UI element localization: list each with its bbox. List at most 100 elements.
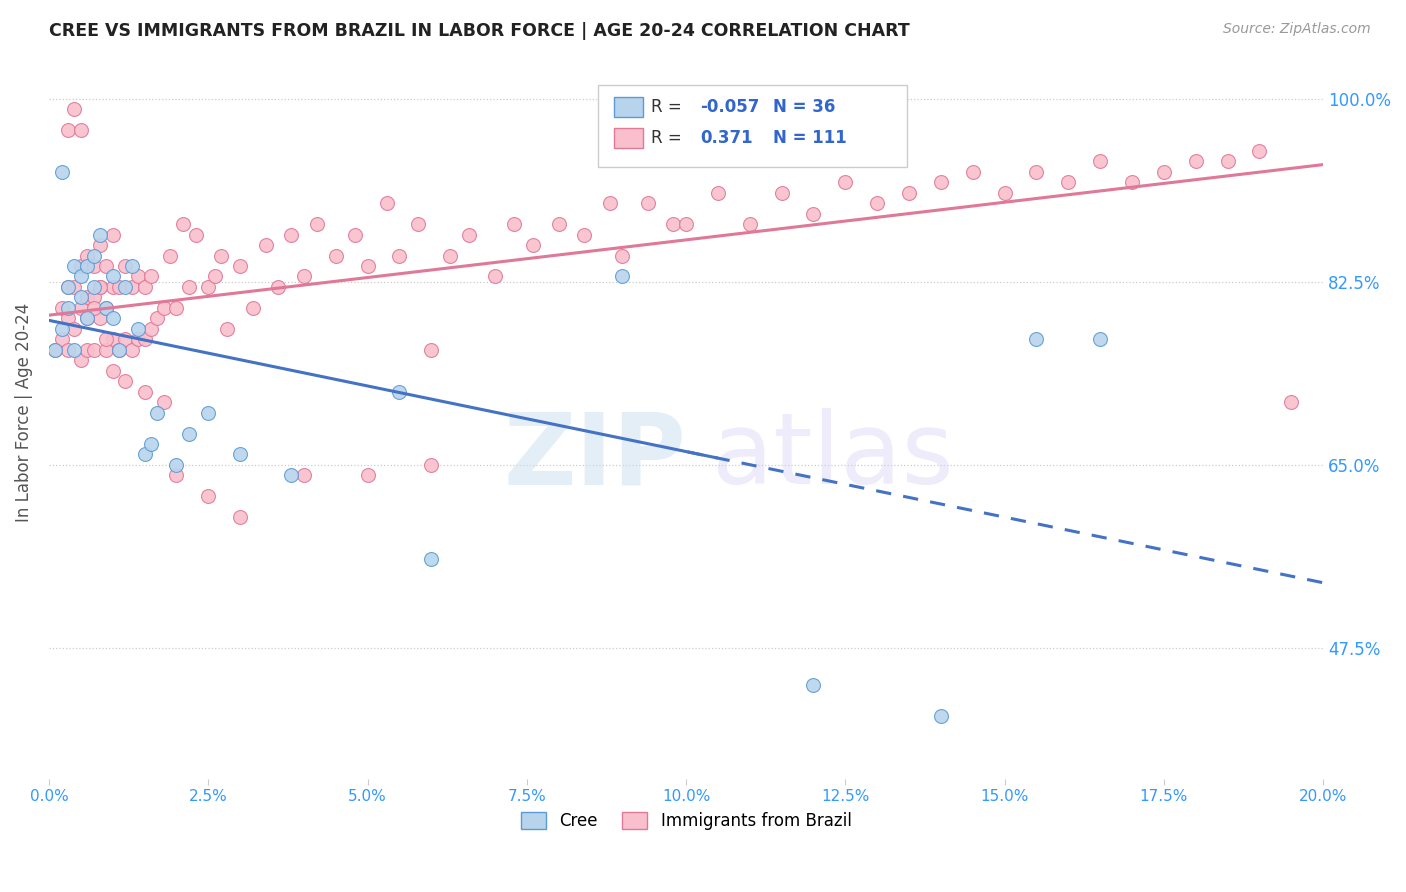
Point bbox=[305, 217, 328, 231]
Point bbox=[929, 175, 952, 189]
Point bbox=[63, 102, 86, 116]
Point bbox=[803, 207, 825, 221]
Point bbox=[1216, 154, 1239, 169]
Point bbox=[204, 269, 226, 284]
Point bbox=[637, 196, 659, 211]
Point bbox=[114, 374, 136, 388]
Point bbox=[83, 343, 105, 357]
Point bbox=[962, 165, 984, 179]
Point bbox=[738, 217, 761, 231]
Point bbox=[121, 259, 143, 273]
Point bbox=[994, 186, 1017, 200]
Point bbox=[76, 311, 98, 326]
Text: N = 36: N = 36 bbox=[773, 98, 835, 116]
Point bbox=[408, 217, 430, 231]
Point bbox=[356, 468, 378, 483]
Point bbox=[101, 311, 124, 326]
Point bbox=[612, 269, 634, 284]
Point bbox=[662, 217, 685, 231]
Point bbox=[209, 249, 232, 263]
Point bbox=[866, 196, 889, 211]
Point bbox=[44, 343, 66, 357]
Point bbox=[63, 259, 86, 273]
Point bbox=[197, 489, 219, 503]
Point bbox=[179, 280, 201, 294]
Point bbox=[56, 123, 79, 137]
Point bbox=[139, 269, 162, 284]
Point bbox=[242, 301, 264, 315]
Point bbox=[89, 238, 111, 252]
Point bbox=[375, 196, 398, 211]
Text: -0.057: -0.057 bbox=[700, 98, 759, 116]
Point bbox=[834, 175, 856, 189]
Point bbox=[108, 280, 131, 294]
Point bbox=[172, 217, 194, 231]
Point bbox=[96, 301, 118, 315]
Point bbox=[179, 426, 201, 441]
Point bbox=[184, 227, 207, 242]
Point bbox=[76, 290, 98, 304]
Point bbox=[159, 249, 181, 263]
Text: Source: ZipAtlas.com: Source: ZipAtlas.com bbox=[1223, 22, 1371, 37]
Point bbox=[599, 196, 621, 211]
Point bbox=[96, 301, 118, 315]
Point bbox=[63, 280, 86, 294]
Point bbox=[96, 332, 118, 346]
Point bbox=[388, 384, 411, 399]
Point bbox=[114, 332, 136, 346]
Point bbox=[1025, 332, 1047, 346]
Text: R =: R = bbox=[651, 98, 688, 116]
Point bbox=[134, 384, 156, 399]
Point bbox=[439, 249, 461, 263]
Point bbox=[108, 343, 131, 357]
Y-axis label: In Labor Force | Age 20-24: In Labor Force | Age 20-24 bbox=[15, 303, 32, 522]
Point bbox=[803, 678, 825, 692]
Point bbox=[127, 269, 149, 284]
Point bbox=[101, 280, 124, 294]
Point bbox=[197, 280, 219, 294]
Point bbox=[127, 322, 149, 336]
Point bbox=[420, 343, 443, 357]
Point bbox=[51, 301, 73, 315]
Point bbox=[56, 280, 79, 294]
Point bbox=[76, 343, 98, 357]
Point bbox=[484, 269, 506, 284]
Point bbox=[325, 249, 347, 263]
Point bbox=[165, 458, 187, 472]
Point bbox=[229, 259, 252, 273]
Point bbox=[139, 322, 162, 336]
Point bbox=[343, 227, 366, 242]
Point bbox=[63, 322, 86, 336]
Point bbox=[63, 343, 86, 357]
Point bbox=[280, 227, 302, 242]
Point bbox=[89, 280, 111, 294]
Point bbox=[420, 552, 443, 566]
Point bbox=[503, 217, 526, 231]
Point bbox=[101, 227, 124, 242]
Point bbox=[101, 269, 124, 284]
Point bbox=[1088, 154, 1111, 169]
Point bbox=[707, 186, 730, 200]
Point bbox=[1057, 175, 1080, 189]
Point bbox=[114, 259, 136, 273]
Point bbox=[165, 301, 187, 315]
Point bbox=[69, 269, 91, 284]
Point bbox=[69, 259, 91, 273]
Point bbox=[83, 259, 105, 273]
Point bbox=[101, 332, 124, 346]
Point bbox=[292, 269, 315, 284]
Point bbox=[929, 709, 952, 723]
Point bbox=[152, 301, 174, 315]
Point bbox=[612, 249, 634, 263]
Point bbox=[675, 217, 697, 231]
Point bbox=[69, 123, 91, 137]
Point bbox=[146, 406, 169, 420]
Point bbox=[121, 343, 143, 357]
Text: atlas: atlas bbox=[711, 408, 953, 505]
Point bbox=[229, 447, 252, 461]
Point bbox=[83, 290, 105, 304]
Point bbox=[56, 343, 79, 357]
Text: R =: R = bbox=[651, 129, 692, 147]
Point bbox=[770, 186, 793, 200]
Point bbox=[1088, 332, 1111, 346]
